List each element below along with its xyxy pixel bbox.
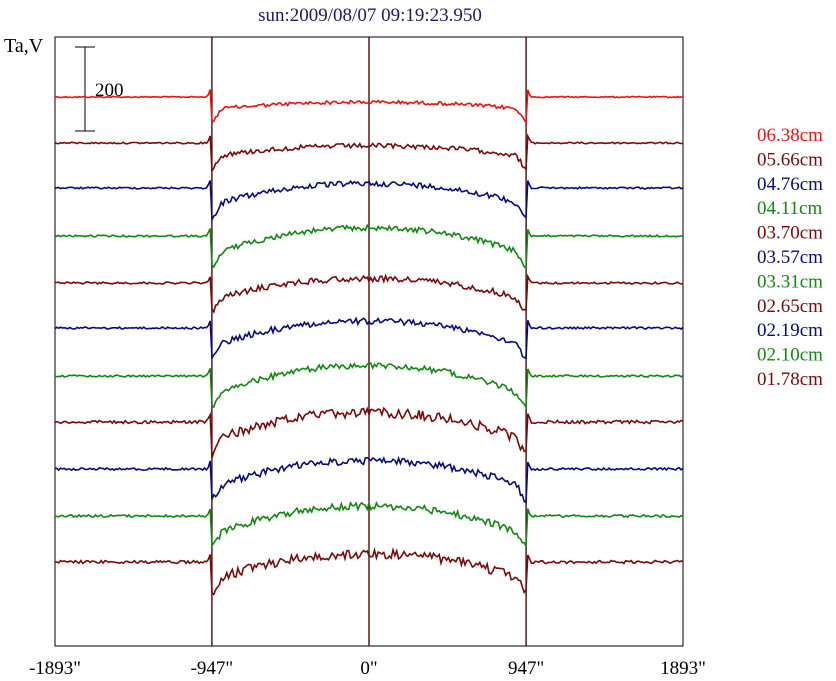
legend-entry-4: 03.70cm (757, 223, 823, 244)
series-line-04.76cm (54, 179, 684, 223)
x-tick-label-1: -947" (191, 658, 234, 679)
legend-entry-5: 03.57cm (757, 247, 823, 268)
series-line-02.65cm (54, 406, 684, 458)
x-tick-label-0: -1893" (29, 658, 81, 679)
legend-entry-10: 01.78cm (757, 369, 823, 390)
series-line-01.78cm (54, 546, 684, 596)
scale-bar: 200 (75, 46, 124, 132)
x-tick-labels: -1893" -947" 0" 947" 1893" (29, 658, 706, 679)
legend-entry-7: 02.65cm (757, 296, 823, 317)
series-line-02.10cm (54, 500, 684, 548)
legend-entry-9: 02.10cm (757, 345, 823, 366)
x-tick-label-2: 0" (360, 658, 377, 679)
series-line-04.11cm (54, 223, 684, 270)
legend-entry-8: 02.19cm (757, 320, 823, 341)
scale-bar-label: 200 (95, 80, 124, 101)
series-line-03.57cm (54, 316, 684, 361)
x-tick-label-4: 1893" (660, 658, 706, 679)
legend: 06.38cm 05.66cm 04.76cm 04.11cm 03.70cm 03.57… (757, 125, 823, 390)
legend-entry-2: 04.76cm (757, 174, 823, 195)
legend-entry-0: 06.38cm (757, 125, 823, 146)
x-tick-label-3: 947" (508, 658, 544, 679)
chart-title: sun:2009/08/07 09:19:23.950 (258, 5, 482, 26)
series-line-02.19cm (54, 455, 684, 504)
series-line-03.70cm (54, 273, 683, 314)
series-line-05.66cm (54, 133, 684, 174)
legend-entry-6: 03.31cm (757, 271, 823, 292)
series-line-03.31cm (54, 362, 684, 410)
series-line-06.38cm (54, 89, 683, 126)
legend-entry-3: 04.11cm (757, 198, 822, 219)
series-lines (54, 89, 684, 596)
legend-entry-1: 05.66cm (757, 149, 823, 170)
y-axis-label: Ta,V (4, 35, 44, 57)
